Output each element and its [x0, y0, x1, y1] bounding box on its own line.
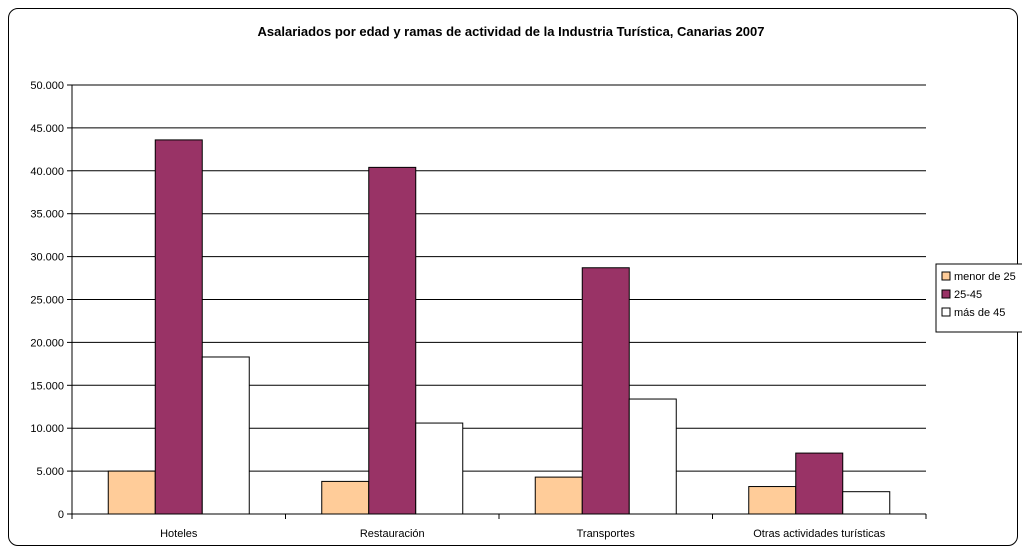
y-tick-label: 40.000 — [30, 166, 64, 178]
y-tick-label: 10.000 — [30, 423, 64, 435]
bar — [842, 491, 891, 515]
x-tick-label: Hoteles — [160, 528, 198, 540]
bar — [154, 139, 203, 515]
y-tick-label: 25.000 — [30, 295, 64, 307]
y-tick-label: 45.000 — [30, 123, 64, 135]
y-tick-label: 50.000 — [30, 80, 64, 92]
bar — [107, 470, 156, 515]
bar — [581, 267, 630, 515]
y-tick-label: 30.000 — [30, 252, 64, 264]
legend-label: menor de 25 — [954, 271, 1016, 283]
y-tick-label: 5.000 — [36, 466, 64, 478]
bar — [795, 452, 844, 515]
legend-swatch — [941, 289, 951, 299]
bar — [534, 476, 583, 515]
x-tick-label: Restauración — [360, 528, 425, 540]
bar — [748, 486, 797, 515]
y-tick-label: 0 — [58, 509, 64, 521]
legend-swatch — [941, 271, 951, 281]
bar — [321, 480, 370, 515]
x-tick-label: Transportes — [577, 528, 636, 540]
legend-label: 25-45 — [954, 289, 982, 301]
x-tick-label: Otras actividades turísticas — [753, 528, 886, 540]
y-tick-label: 35.000 — [30, 209, 64, 221]
legend-label: más de 45 — [954, 307, 1005, 319]
bar — [368, 166, 417, 515]
bar — [201, 356, 250, 515]
bar — [415, 422, 464, 515]
y-tick-label: 15.000 — [30, 380, 64, 392]
y-tick-label: 20.000 — [30, 337, 64, 349]
legend-swatch — [941, 307, 951, 317]
bar — [628, 398, 677, 515]
chart-title: Asalariados por edad y ramas de activida… — [257, 24, 765, 39]
